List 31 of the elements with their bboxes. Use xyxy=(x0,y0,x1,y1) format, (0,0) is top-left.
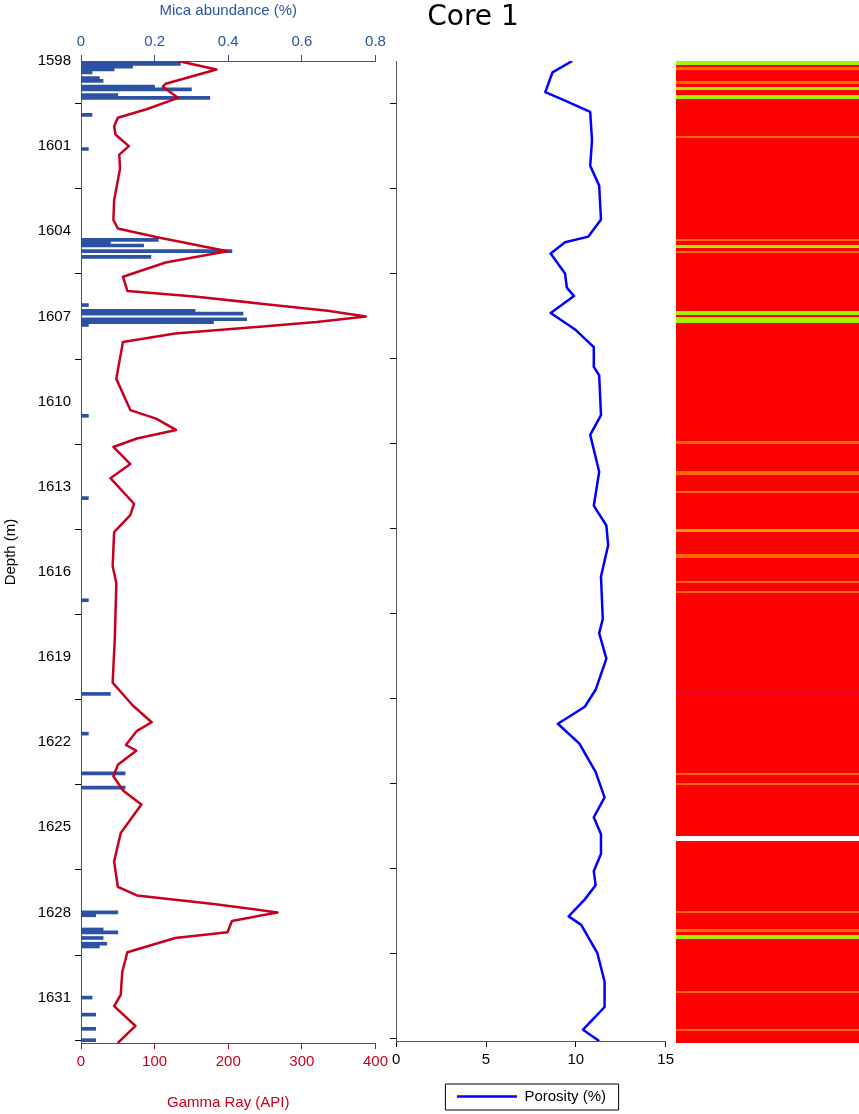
x-tick-label: 200 xyxy=(215,1052,241,1070)
y-tick-label: 1601 xyxy=(37,136,71,154)
x-tick-label: 0 xyxy=(76,1052,86,1070)
x-tick-label: 10 xyxy=(567,1050,585,1068)
y-tick-label: 1613 xyxy=(37,476,71,494)
y-tick-label: 1607 xyxy=(37,306,71,324)
y-tick-label: 1625 xyxy=(37,817,71,835)
x2-tick-label: 0.4 xyxy=(217,32,239,50)
legend-label: Porosity (%) xyxy=(524,1086,607,1104)
x2-tick-label: 0.2 xyxy=(144,32,166,50)
chart-title: Core 1 xyxy=(426,0,520,32)
y-tick-label: 1604 xyxy=(37,221,71,239)
y-tick-label: 1616 xyxy=(37,562,71,580)
x2-axis-title: Mica abundance (%) xyxy=(159,1,298,19)
y-tick-label: 1619 xyxy=(37,647,71,665)
y-tick-label: 1610 xyxy=(37,391,71,409)
x-tick-label: 5 xyxy=(481,1050,491,1068)
y-axis-title: Depth (m) xyxy=(1,518,19,586)
x-tick-label: 300 xyxy=(289,1052,315,1070)
x-axis-title: Gamma Ray (API) xyxy=(166,1093,290,1111)
x2-tick-label: 0.6 xyxy=(291,32,313,50)
y-tick-label: 1628 xyxy=(37,902,71,920)
x2-tick-label: 0 xyxy=(76,32,86,50)
x2-tick-label: 0.8 xyxy=(365,32,386,50)
y-tick-label: 1598 xyxy=(37,51,71,69)
y-tick-label: 1622 xyxy=(37,732,71,750)
x-tick-label: 0 xyxy=(392,1050,401,1068)
x-tick-label: 400 xyxy=(362,1052,388,1070)
x-tick-label: 100 xyxy=(142,1052,168,1070)
x-tick-label: 15 xyxy=(657,1050,674,1068)
y-tick-label: 1631 xyxy=(37,987,71,1005)
